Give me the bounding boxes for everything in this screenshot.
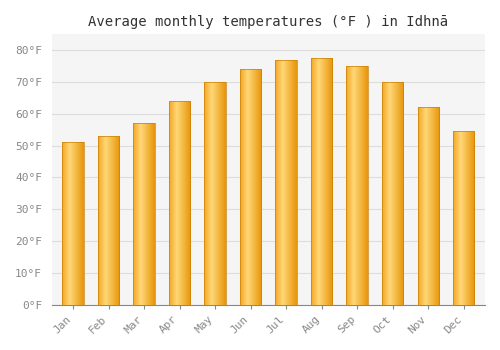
Bar xyxy=(134,123,154,304)
Bar xyxy=(204,82,226,304)
Bar xyxy=(240,69,262,304)
Bar xyxy=(169,101,190,304)
Bar xyxy=(62,142,84,304)
Title: Average monthly temperatures (°F ) in Idhnā: Average monthly temperatures (°F ) in Id… xyxy=(88,15,448,29)
Bar xyxy=(346,66,368,304)
Bar xyxy=(311,58,332,304)
Bar xyxy=(453,131,474,304)
Bar xyxy=(98,136,119,304)
Bar xyxy=(276,60,297,304)
Bar xyxy=(382,82,404,304)
Bar xyxy=(418,107,439,304)
